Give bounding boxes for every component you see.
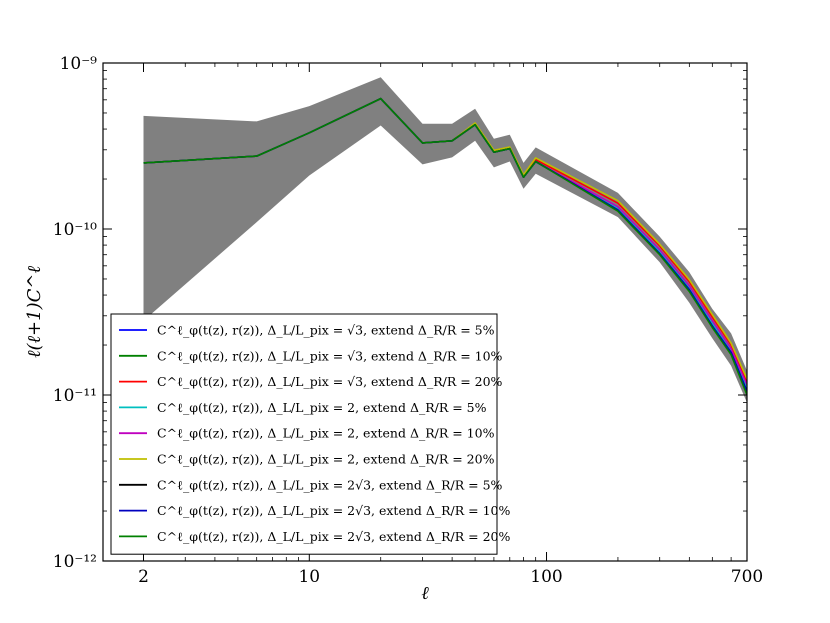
axes-frame [102,62,748,562]
x-axis-label: ℓ [421,583,429,604]
x-tick-label: 700 [731,567,763,587]
y-tick-label: 10⁻¹⁰ [53,220,97,240]
y-tick-label: 10⁻¹² [53,552,97,572]
legend-box [110,313,498,555]
legend-entry-label: C^ℓ_φ(t(z), r(z)), Δ_L/L_pix = 2√3, exte… [157,529,511,544]
uncertainty-band [143,77,747,403]
x-tick-label: 10 [298,567,320,587]
axis-ticks: 10⁻⁹ 10⁻¹⁰ 10⁻¹¹ 10⁻¹² 2 10 100 700 [53,54,763,587]
legend-entry-label: C^ℓ_φ(t(z), r(z)), Δ_L/L_pix = √3, exten… [157,374,503,389]
y-axis-label: ℓ(ℓ+1)C^ℓ [24,266,45,358]
x-tick-label: 2 [138,567,149,587]
x-tick-label: 100 [530,567,562,587]
legend-entry-label: C^ℓ_φ(t(z), r(z)), Δ_L/L_pix = 2√3, exte… [157,477,503,492]
plot-area [143,77,747,403]
y-tick-label: 10⁻¹¹ [53,386,97,406]
legend-entry-label: C^ℓ_φ(t(z), r(z)), Δ_L/L_pix = √3, exten… [157,323,495,338]
legend: C^ℓ_φ(t(z), r(z)), Δ_L/L_pix = √3, exten… [110,313,511,555]
series-line-9 [143,97,747,396]
legend-entry-label: C^ℓ_φ(t(z), r(z)), Δ_L/L_pix = 2, extend… [157,400,487,415]
legend-entry-label: C^ℓ_φ(t(z), r(z)), Δ_L/L_pix = 2, extend… [157,426,495,441]
legend-entry-label: C^ℓ_φ(t(z), r(z)), Δ_L/L_pix = 2√3, exte… [157,503,511,518]
y-tick-label: 10⁻⁹ [60,54,98,74]
legend-entry-label: C^ℓ_φ(t(z), r(z)), Δ_L/L_pix = √3, exten… [157,348,503,363]
legend-entry-label: C^ℓ_φ(t(z), r(z)), Δ_L/L_pix = 2, extend… [157,452,495,467]
